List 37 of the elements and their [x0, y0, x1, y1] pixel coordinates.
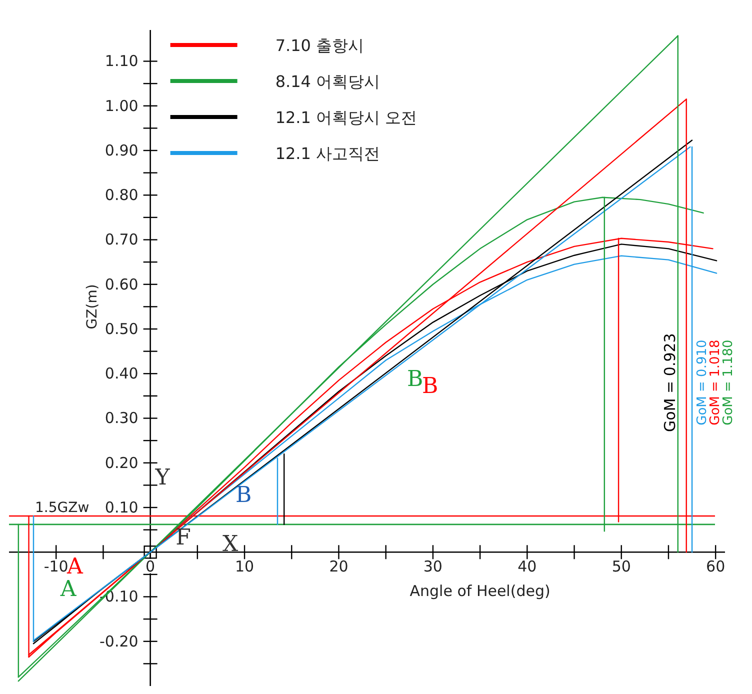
annotation: GoM = 1.018 [708, 340, 723, 426]
y-tick-label: 0.30 [104, 409, 138, 428]
x-tick-label: 50 [612, 558, 631, 576]
annotation: GoM = 0.910 [695, 340, 710, 426]
x-tick-label: 10 [234, 558, 254, 576]
legend-label: 7.10 출항시 [275, 36, 364, 55]
annotation: B [236, 483, 252, 508]
y-tick-label: 0.50 [104, 320, 138, 338]
y-tick-label: 1.10 [104, 52, 138, 70]
x-tick-label: 60 [706, 558, 726, 576]
annotation: GoM = 0.923 [661, 333, 679, 432]
annotation: Y [154, 465, 170, 490]
x-tick-label: -10 [44, 558, 68, 576]
annotation: B [422, 374, 438, 399]
y-tick-label: 0.20 [104, 454, 138, 472]
y-tick-label: 0.70 [104, 230, 138, 249]
annotation: B [406, 367, 424, 392]
y-tick-label: 0.90 [104, 141, 138, 160]
x-tick-label: 0 [146, 558, 156, 576]
legend-label: 12.1 사고직전 [275, 144, 380, 163]
annotation: X [222, 532, 239, 558]
y-axis-title: GZ(m) [84, 284, 100, 330]
y-tick-label: -0.20 [100, 632, 138, 650]
y-tick-label: 1.00 [104, 96, 138, 115]
x-tick-label: 20 [329, 558, 348, 576]
x-axis-title: Angle of Heel(deg) [410, 582, 550, 600]
y-tick-label: 0.10 [104, 498, 138, 516]
annotation: GoM = 1.180 [721, 340, 736, 426]
y-tick-label: 0.60 [104, 275, 138, 294]
annotation: F [176, 526, 191, 551]
y-tick-label: 0.80 [104, 186, 138, 204]
y-tick-label: 0.40 [104, 364, 138, 383]
legend-label: 8.14 어획당시 [275, 72, 380, 91]
ref-line-label: 1.5GZw [35, 500, 90, 516]
x-tick-label: 30 [423, 558, 442, 576]
x-tick-label: 40 [518, 558, 537, 576]
legend-label: 12.1 어획당시 오전 [275, 108, 418, 127]
